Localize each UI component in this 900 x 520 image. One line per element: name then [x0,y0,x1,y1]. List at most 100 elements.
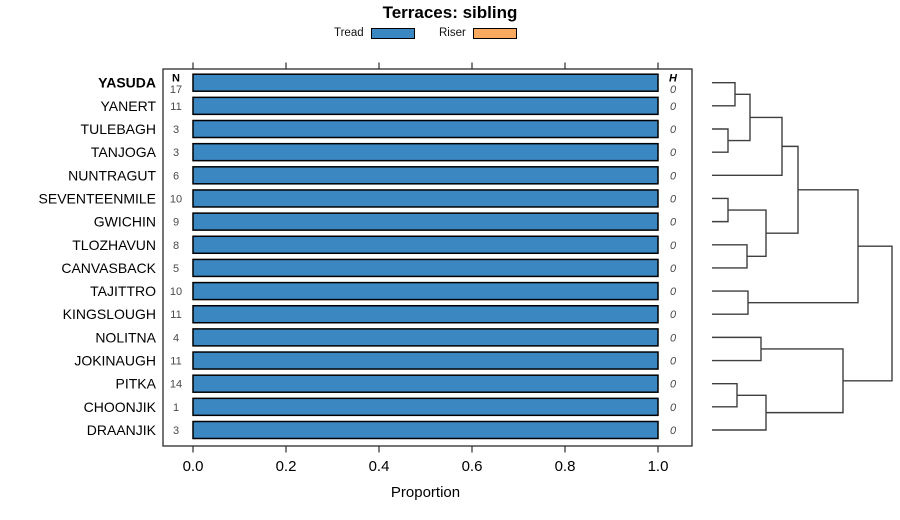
dendrogram-branch [748,189,859,304]
row-label: JOKINAUGH [74,353,156,369]
tread-bar [192,189,659,208]
legend-label-riser: Riser [439,27,466,39]
h-value: 0 [670,84,677,96]
tread-bar [192,351,659,370]
tread-bar [192,420,659,440]
tread-bar [192,281,659,301]
dendrogram-branch [712,128,729,153]
dendrogram-branch [712,197,729,223]
h-value: 0 [670,263,677,275]
dendrogram-branch [712,116,783,177]
x-axis-tick-label: 0.2 [276,458,297,475]
n-value: 4 [173,332,179,344]
row-label: SEVENTEENMILE [39,190,156,206]
dendrogram-branch [712,82,736,107]
legend-item-riser: Riser [439,26,517,40]
tread-bar [192,119,659,139]
bars [192,73,659,440]
row-label: TLOZHAVUN [72,237,156,253]
n-value: 1 [173,402,179,414]
tread-bar [192,304,659,324]
tread-bar [192,397,659,417]
row-label: PITKA [116,376,157,392]
row-label: DRAANJIK [87,422,157,438]
h-value: 0 [670,356,677,368]
h-value: 0 [670,309,677,321]
legend-item-tread: Tread [334,26,415,40]
legend: Tread Riser [0,26,900,40]
n-value: 6 [173,170,179,182]
dendrogram-branch [761,348,844,414]
dendrogram-branch [728,93,751,142]
dendrogram-branch [712,394,767,431]
n-column: N17 11 3 3 6 10 9 8 5 10 11 4 11 14 1 3 [170,73,182,437]
n-value: 3 [173,124,179,136]
tread-bar [192,96,659,116]
h-value: 0 [670,124,677,136]
dendrogram-branch [712,244,748,269]
h-value: 0 [670,379,677,391]
dendrogram-branch [843,245,893,382]
dendrogram-branch [712,336,762,362]
dendrogram-branch [712,382,738,408]
n-value: 3 [173,147,179,159]
dendrogram [712,82,893,431]
row-label: TANJOGA [91,144,157,160]
dendrogram-branch [712,290,749,315]
tread-bar [192,235,659,255]
h-value: 0 [670,147,677,159]
h-value: 0 [670,101,677,113]
riser-swatch [472,27,517,39]
row-labels: YASUDA YANERT TULEBAGH TANJOGA NUNTRAGUT SEVE… [39,75,157,438]
n-value: 14 [170,379,182,391]
row-label: YASUDA [98,75,156,91]
n-value: 17 [170,84,182,96]
x-axis: 0.0 0.2 0.4 0.6 0.8 1.0 Proportion [183,62,669,501]
tread-bar [192,142,659,162]
row-label: CANVASBACK [61,260,156,276]
tread-bar [192,374,659,393]
x-axis-tick-label: 1.0 [648,458,669,475]
h-value: 0 [670,193,677,205]
x-axis-tick-label: 0.8 [555,458,576,475]
n-value: 10 [170,193,182,205]
chart-title: Terraces: sibling [382,3,518,22]
x-axis-title: Proportion [391,484,460,501]
row-label: CHOONJIK [84,399,157,415]
n-value: 5 [173,263,179,275]
n-value: 11 [170,356,181,368]
n-column-header: N [172,73,180,85]
n-value: 11 [170,101,181,113]
row-label: NOLITNA [95,329,156,345]
row-label: KINGSLOUGH [63,306,156,322]
row-label: GWICHIN [94,214,156,230]
plot-box [162,68,693,447]
row-label: YANERT [101,98,157,114]
tread-swatch [370,27,415,39]
h-value: 0 [670,286,677,298]
n-value: 8 [173,240,179,252]
tread-bar [192,212,659,231]
n-value: 10 [170,286,182,298]
h-value: 0 [670,425,677,437]
n-value: 11 [170,309,181,321]
n-value: 9 [173,217,179,229]
row-label: TULEBAGH [81,121,156,137]
h-value: 0 [670,217,677,229]
plot-area [162,68,693,447]
h-column-header: H [669,73,678,85]
tread-bar [192,73,659,92]
x-axis-tick-label: 0.6 [462,458,483,475]
legend-label-tread: Tread [334,27,364,39]
tread-bar [192,328,659,347]
x-axis-tick-label: 0.0 [183,458,204,475]
tread-bar [192,166,659,185]
h-value: 0 [670,402,677,414]
h-value: 0 [670,170,677,182]
h-value: 0 [670,332,677,344]
n-value: 3 [173,425,179,437]
row-label: TAJITTRO [90,283,156,299]
